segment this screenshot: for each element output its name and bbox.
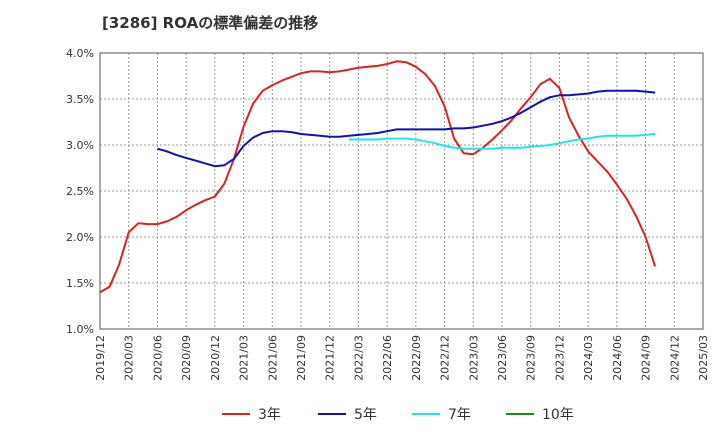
y-tick-label: 3.5%: [66, 93, 94, 106]
x-tick-label: 2023/03: [467, 335, 480, 381]
legend-label-2: 7年: [448, 407, 471, 423]
grid-lines: [99, 52, 704, 330]
legend: 3年 5年 7年 10年: [222, 407, 574, 423]
series-lines: [99, 60, 657, 294]
chart-title: [3286] ROAの標準偏差の推移: [102, 14, 319, 32]
x-tick-label: 2021/06: [266, 335, 279, 381]
y-tick-label: 2.0%: [66, 231, 94, 244]
x-tick-label: 2024/03: [582, 335, 595, 381]
x-tick-label: 2022/09: [410, 335, 423, 381]
x-tick-label: 2021/09: [295, 335, 308, 381]
y-tick-label: 1.0%: [66, 323, 94, 336]
y-tick-label: 2.5%: [66, 185, 94, 198]
x-tick-label: 2023/06: [496, 335, 509, 381]
x-tick-label: 2020/03: [123, 335, 136, 381]
x-tick-label: 2025/03: [697, 335, 710, 381]
legend-label-0: 3年: [258, 407, 281, 423]
x-axis-ticks: 2019/12 2020/03 2020/06 2020/09 2020/12 2021/…: [94, 335, 710, 381]
x-tick-label: 2022/12: [439, 335, 452, 381]
legend-label-3: 10年: [542, 407, 574, 423]
x-tick-label: 2022/03: [352, 335, 365, 381]
x-tick-label: 2021/03: [238, 335, 251, 381]
x-tick-label: 2023/12: [553, 335, 566, 381]
x-tick-label: 2024/06: [611, 335, 624, 381]
x-tick-label: 2021/12: [324, 335, 337, 381]
x-tick-label: 2020/09: [180, 335, 193, 381]
x-tick-label: 2020/06: [151, 335, 164, 381]
y-axis-ticks: 1.0% 1.5% 2.0% 2.5% 3.0% 3.5% 4.0%: [66, 47, 94, 336]
y-tick-label: 1.5%: [66, 277, 94, 290]
y-tick-label: 3.0%: [66, 139, 94, 152]
x-tick-label: 2019/12: [94, 335, 107, 381]
y-tick-label: 4.0%: [66, 47, 94, 60]
legend-label-1: 5年: [354, 407, 377, 423]
x-tick-label: 2023/09: [525, 335, 538, 381]
series-line-0: [99, 60, 657, 294]
series-line-1: [157, 89, 656, 168]
series-line-2: [348, 133, 656, 150]
x-tick-label: 2022/06: [381, 335, 394, 381]
plot-frame: [99, 52, 704, 330]
x-tick-label: 2024/09: [640, 335, 653, 381]
x-tick-label: 2024/12: [668, 335, 681, 381]
x-tick-label: 2020/12: [209, 335, 222, 381]
